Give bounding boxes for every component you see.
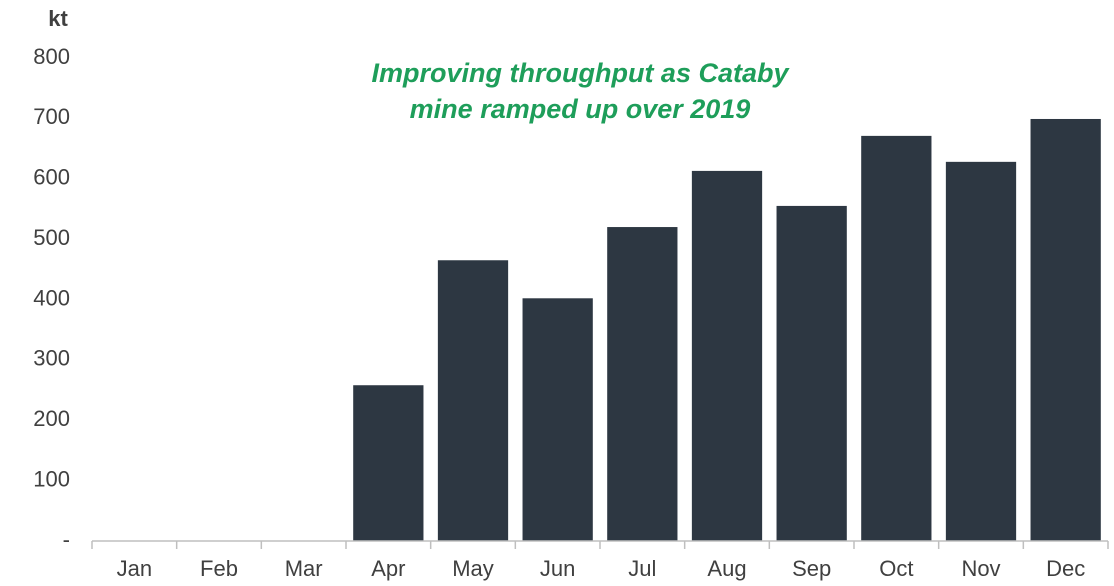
y-tick-label: 600 (33, 165, 70, 190)
bar (861, 135, 932, 542)
bar (945, 161, 1017, 541)
x-tick-label: Mar (285, 556, 323, 581)
y-tick-label: 300 (33, 346, 70, 371)
bar (522, 298, 593, 541)
y-tick-label: - (63, 527, 70, 552)
bar (1030, 118, 1101, 541)
x-tick-label: Jan (117, 556, 152, 581)
x-tick-label: Aug (707, 556, 746, 581)
x-tick-label: Apr (371, 556, 405, 581)
bar (776, 205, 847, 541)
x-tick-label: Oct (879, 556, 913, 581)
bar (691, 170, 763, 541)
x-tick-label: Dec (1046, 556, 1085, 581)
y-axis-label: kt (48, 6, 68, 31)
y-tick-label: 100 (33, 466, 70, 491)
x-tick-label: May (452, 556, 494, 581)
x-tick-label: Sep (792, 556, 831, 581)
y-tick-label: 700 (33, 104, 70, 129)
x-tick-label: Jul (628, 556, 656, 581)
y-tick-label: 200 (33, 406, 70, 431)
x-tick-label: Nov (961, 556, 1000, 581)
x-tick-label: Jun (540, 556, 575, 581)
x-tick-label: Feb (200, 556, 238, 581)
bar (437, 260, 509, 541)
bar (353, 385, 424, 541)
annotation: mine ramped up over 2019 (410, 94, 751, 124)
bar (607, 227, 678, 542)
annotation: Improving throughput as Cataby (371, 58, 790, 88)
y-tick-label: 500 (33, 225, 70, 250)
y-tick-label: 800 (33, 44, 70, 69)
y-tick-label: 400 (33, 285, 70, 310)
